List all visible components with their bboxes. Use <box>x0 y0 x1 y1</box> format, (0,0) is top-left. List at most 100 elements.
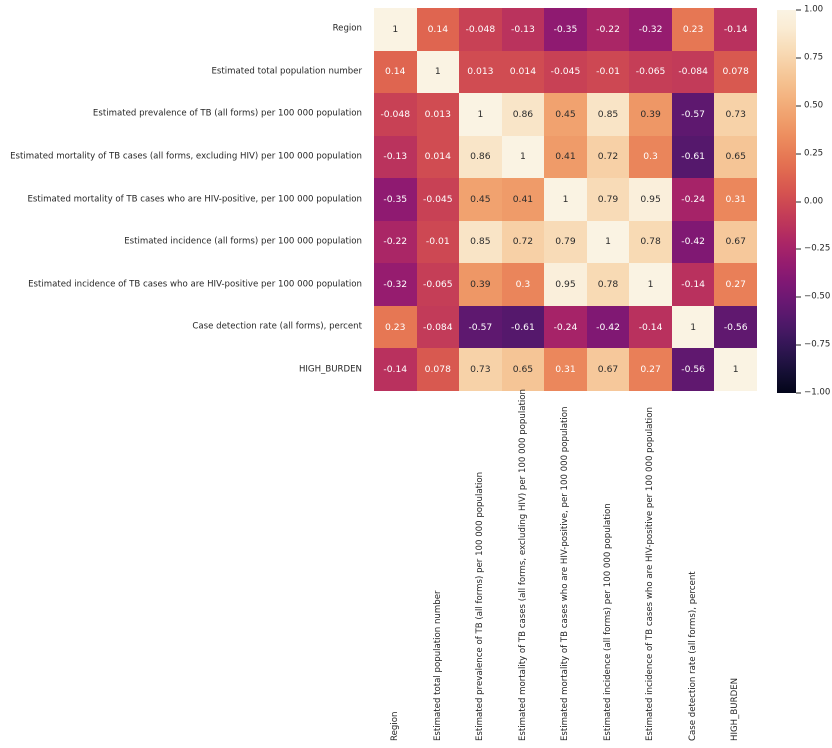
heatmap-cell: 0.31 <box>544 348 587 391</box>
heatmap-cell-value: -0.57 <box>681 108 706 120</box>
heatmap-cell: -0.065 <box>629 50 672 94</box>
heatmap-cell-value: 0.39 <box>640 108 661 120</box>
heatmap-cell-value: -0.01 <box>425 236 450 248</box>
heatmap-cell-value: 1 <box>434 66 441 78</box>
heatmap-cell-value: 0.3 <box>643 151 658 163</box>
heatmap-cell-value: 0.72 <box>512 236 534 248</box>
heatmap-cell: 0.73 <box>714 93 757 136</box>
heatmap-cell: 0.3 <box>501 263 545 306</box>
heatmap-cell: -0.084 <box>671 50 715 94</box>
colorbar-tick <box>796 392 801 394</box>
heatmap-cell: 0.39 <box>459 263 502 306</box>
heatmap-cell-value: -0.42 <box>681 236 706 248</box>
colorbar: 1.00 0.75 0.50 0.25 0.00 −0.25 −0.50 −0.75 −1.00 <box>777 6 830 397</box>
colorbar-tick <box>796 201 801 202</box>
heatmap-cell-value: 0.014 <box>509 66 537 78</box>
heatmap-cell: 0.45 <box>544 93 587 136</box>
x-axis-tick-label: Estimated prevalence of TB (all forms) p… <box>475 471 486 741</box>
heatmap-cell: 0.078 <box>416 348 460 391</box>
heatmap-cell-value: 0.013 <box>424 108 451 120</box>
heatmap-cell-value: -0.57 <box>468 321 493 333</box>
heatmap-cell: 0.39 <box>629 93 672 136</box>
x-axis-tick-label-wrapper: Estimated mortality of TB cases who are … <box>544 391 587 741</box>
colorbar-tick <box>796 105 801 107</box>
x-axis-tick-label-wrapper: HIGH_BURDEN <box>714 391 757 741</box>
x-axis-tick-label-wrapper: Estimated incidence of TB cases who are … <box>629 391 672 741</box>
x-axis-tick-label: Estimated total population number <box>432 590 443 741</box>
colorbar-tick-label: −1.00 <box>804 387 831 398</box>
x-axis-tick-label: Region <box>389 711 400 741</box>
colorbar-tick <box>796 153 801 155</box>
heatmap-cell: 0.85 <box>586 93 630 136</box>
heatmap-cell-value: 0.31 <box>725 193 746 205</box>
colorbar-tick-label: 0.25 <box>804 148 824 159</box>
heatmap-cell-value: 0.86 <box>470 151 491 163</box>
heatmap-cell: 0.31 <box>714 178 757 221</box>
heatmap-cell-value: -0.13 <box>383 151 408 163</box>
heatmap-cell: 0.78 <box>586 263 630 306</box>
heatmap-cell: 0.014 <box>501 50 545 94</box>
heatmap-cell: 0.41 <box>544 135 587 179</box>
heatmap-cell: -0.14 <box>374 348 417 391</box>
heatmap-cell: -0.048 <box>374 93 417 136</box>
heatmap-cell-value: 0.013 <box>467 66 494 78</box>
heatmap-cell: -0.24 <box>671 178 715 221</box>
heatmap-cell-value: 1 <box>562 193 569 205</box>
heatmap-cell: -0.22 <box>374 220 417 264</box>
colorbar-tick-label: 0.50 <box>804 100 824 111</box>
heatmap-cell-value: -0.32 <box>383 279 408 290</box>
x-axis-tick-label-wrapper: Case detection rate (all forms), percent <box>672 391 715 741</box>
heatmap-cell: 0.79 <box>544 220 587 264</box>
heatmap-cell: -0.048 <box>459 8 502 51</box>
y-axis-tick-label: Estimated prevalence of TB (all forms) p… <box>92 109 362 120</box>
heatmap-cell-value: 0.27 <box>725 279 746 290</box>
heatmap-cell-value: 0.23 <box>682 23 704 35</box>
heatmap-cell-value: -0.42 <box>596 321 620 333</box>
heatmap-cell-value: 0.39 <box>470 279 491 290</box>
heatmap-cell-value: 0.65 <box>512 364 534 376</box>
colorbar-tick-label: −0.75 <box>804 339 831 350</box>
heatmap-cell: 0.27 <box>714 263 757 306</box>
heatmap-cell: 0.078 <box>714 50 757 94</box>
heatmap-cell: 0.78 <box>629 220 672 264</box>
y-axis-tick-label: HIGH_BURDEN <box>298 364 362 375</box>
heatmap-cell-value: 0.85 <box>597 108 619 120</box>
heatmap-cell-value: -0.56 <box>723 321 748 333</box>
heatmap-cell-value: 1 <box>392 23 399 35</box>
x-axis-tick-labels: Region Estimated total population number E… <box>374 389 757 741</box>
heatmap-cell: 0.23 <box>671 8 715 51</box>
heatmap-cell: -0.14 <box>629 305 672 349</box>
heatmap-cell: -0.14 <box>671 263 715 306</box>
heatmap-cell: -0.14 <box>714 8 757 51</box>
heatmap-cell: -0.01 <box>416 220 460 264</box>
heatmap-cell-value: 1 <box>477 108 484 120</box>
heatmap-cell: 0.23 <box>374 305 417 349</box>
heatmap-cell: 1 <box>544 178 587 221</box>
heatmap-cell-value: -0.084 <box>423 321 453 333</box>
heatmap-cell-value: 0.73 <box>725 108 746 120</box>
heatmap-cell: -0.61 <box>501 305 545 349</box>
heatmap-cell: 0.67 <box>714 220 757 264</box>
heatmap-cell-value: -0.35 <box>553 23 578 35</box>
heatmap-cell: -0.045 <box>544 50 587 94</box>
heatmap-cell-value: -0.048 <box>380 108 411 120</box>
heatmap-cell-value: -0.22 <box>596 23 620 35</box>
heatmap-cell: 0.72 <box>586 135 630 179</box>
heatmap-cell: -0.32 <box>374 263 417 306</box>
x-axis-tick-label: Estimated mortality of TB cases (all for… <box>517 389 528 741</box>
heatmap-cell-value: 0.67 <box>725 236 746 248</box>
heatmap-cell-value: 0.078 <box>424 364 451 376</box>
y-axis-tick-label: Estimated mortality of TB cases (all for… <box>10 151 362 162</box>
heatmap-cell-value: -0.61 <box>681 151 706 163</box>
heatmap-cell-value: 0.79 <box>555 236 576 248</box>
heatmap-cell-value: 0.014 <box>424 151 451 163</box>
colorbar-tick <box>796 344 801 346</box>
colorbar-tick <box>796 9 801 11</box>
heatmap-cell-value: -0.24 <box>553 321 578 333</box>
heatmap-cell: -0.56 <box>671 348 715 391</box>
heatmap-cell-value: -0.084 <box>678 66 708 78</box>
heatmap-cell-value: 0.65 <box>725 151 746 163</box>
y-axis-tick-labels: Region Estimated total population number E… <box>0 8 368 391</box>
heatmap-cell: 0.014 <box>416 135 460 179</box>
heatmap-cell-value: -0.13 <box>511 23 535 35</box>
